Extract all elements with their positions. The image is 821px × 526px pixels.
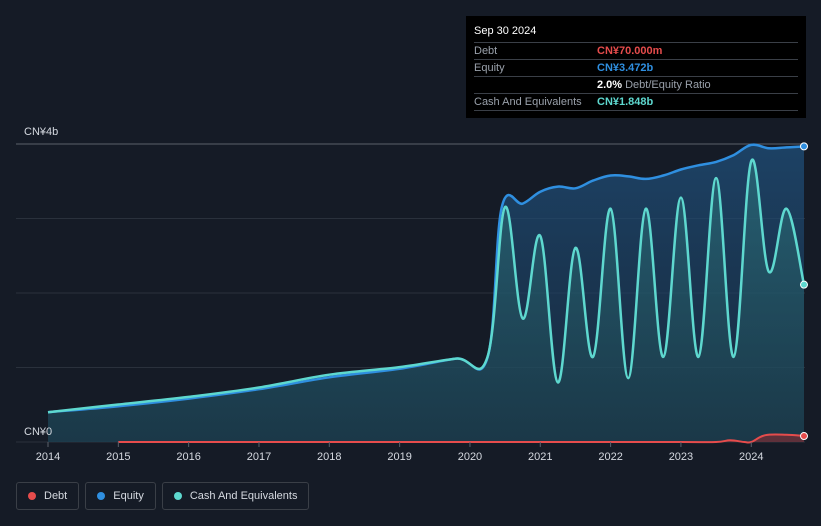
tooltip-cash-label: Cash And Equivalents (474, 96, 582, 108)
tooltip-panel: Sep 30 2024 Debt CN¥70.000m Equity CN¥3.… (466, 16, 806, 118)
tooltip-equity-label: Equity (474, 62, 505, 74)
x-tick-label: 2017 (247, 451, 271, 463)
x-tick-label: 2016 (176, 451, 200, 463)
x-tick-label: 2020 (458, 451, 482, 463)
tooltip-cash-value: CN¥1.848b (597, 96, 654, 108)
tooltip-debt-label: Debt (474, 45, 498, 57)
tooltip-debt-value: CN¥70.000m (597, 45, 663, 57)
tooltip-ratio-text: Debt/Equity Ratio (625, 79, 711, 91)
tooltip-row-cash: Cash And Equivalents CN¥1.848b (474, 94, 798, 111)
legend-item-cash[interactable]: Cash And Equivalents (161, 482, 310, 510)
legend-equity-label: Equity (113, 490, 144, 502)
debt-area (118, 434, 805, 443)
legend-debt-label: Debt (44, 490, 68, 502)
debt-end-marker (800, 432, 808, 441)
legend-item-debt[interactable]: Debt (16, 482, 80, 510)
tooltip-ratio-label (474, 77, 597, 93)
legend-debt-swatch (28, 492, 36, 500)
x-tick-label: 2024 (739, 451, 763, 463)
tooltip-row-ratio: 2.0% Debt/Equity Ratio (474, 77, 798, 94)
legend-cash-swatch (173, 492, 182, 500)
y-label-bottom: CN¥0 (24, 426, 52, 438)
cash-line (47, 158, 806, 414)
x-tick-label: 2019 (387, 451, 411, 463)
equity-end-marker (800, 142, 808, 151)
x-tick-label: 2021 (528, 451, 552, 463)
cash-area (48, 159, 804, 442)
tooltip-row-equity: Equity CN¥3.472b (474, 60, 798, 77)
x-tick-label: 2018 (317, 451, 341, 463)
legend-cash-label: Cash And Equivalents (189, 490, 298, 502)
chart-legend: Debt Equity Cash And Equivalents (16, 482, 310, 510)
tooltip-row-debt: Debt CN¥70.000m (474, 43, 798, 60)
equity-line (47, 143, 805, 414)
legend-item-equity[interactable]: Equity (85, 482, 156, 510)
legend-equity-swatch (97, 492, 106, 500)
x-tick-label: 2014 (36, 451, 60, 463)
x-tick-label: 2022 (598, 451, 622, 463)
tooltip-equity-value: CN¥3.472b (597, 62, 654, 74)
tooltip-ratio-value: 2.0% (597, 79, 623, 91)
cash-end-marker (800, 280, 808, 289)
y-label-top: CN¥4b (24, 126, 58, 138)
x-tick-label: 2023 (669, 451, 693, 463)
debt-line (118, 433, 805, 444)
x-tick-label: 2015 (106, 451, 130, 463)
tooltip-date: Sep 30 2024 (474, 24, 798, 43)
